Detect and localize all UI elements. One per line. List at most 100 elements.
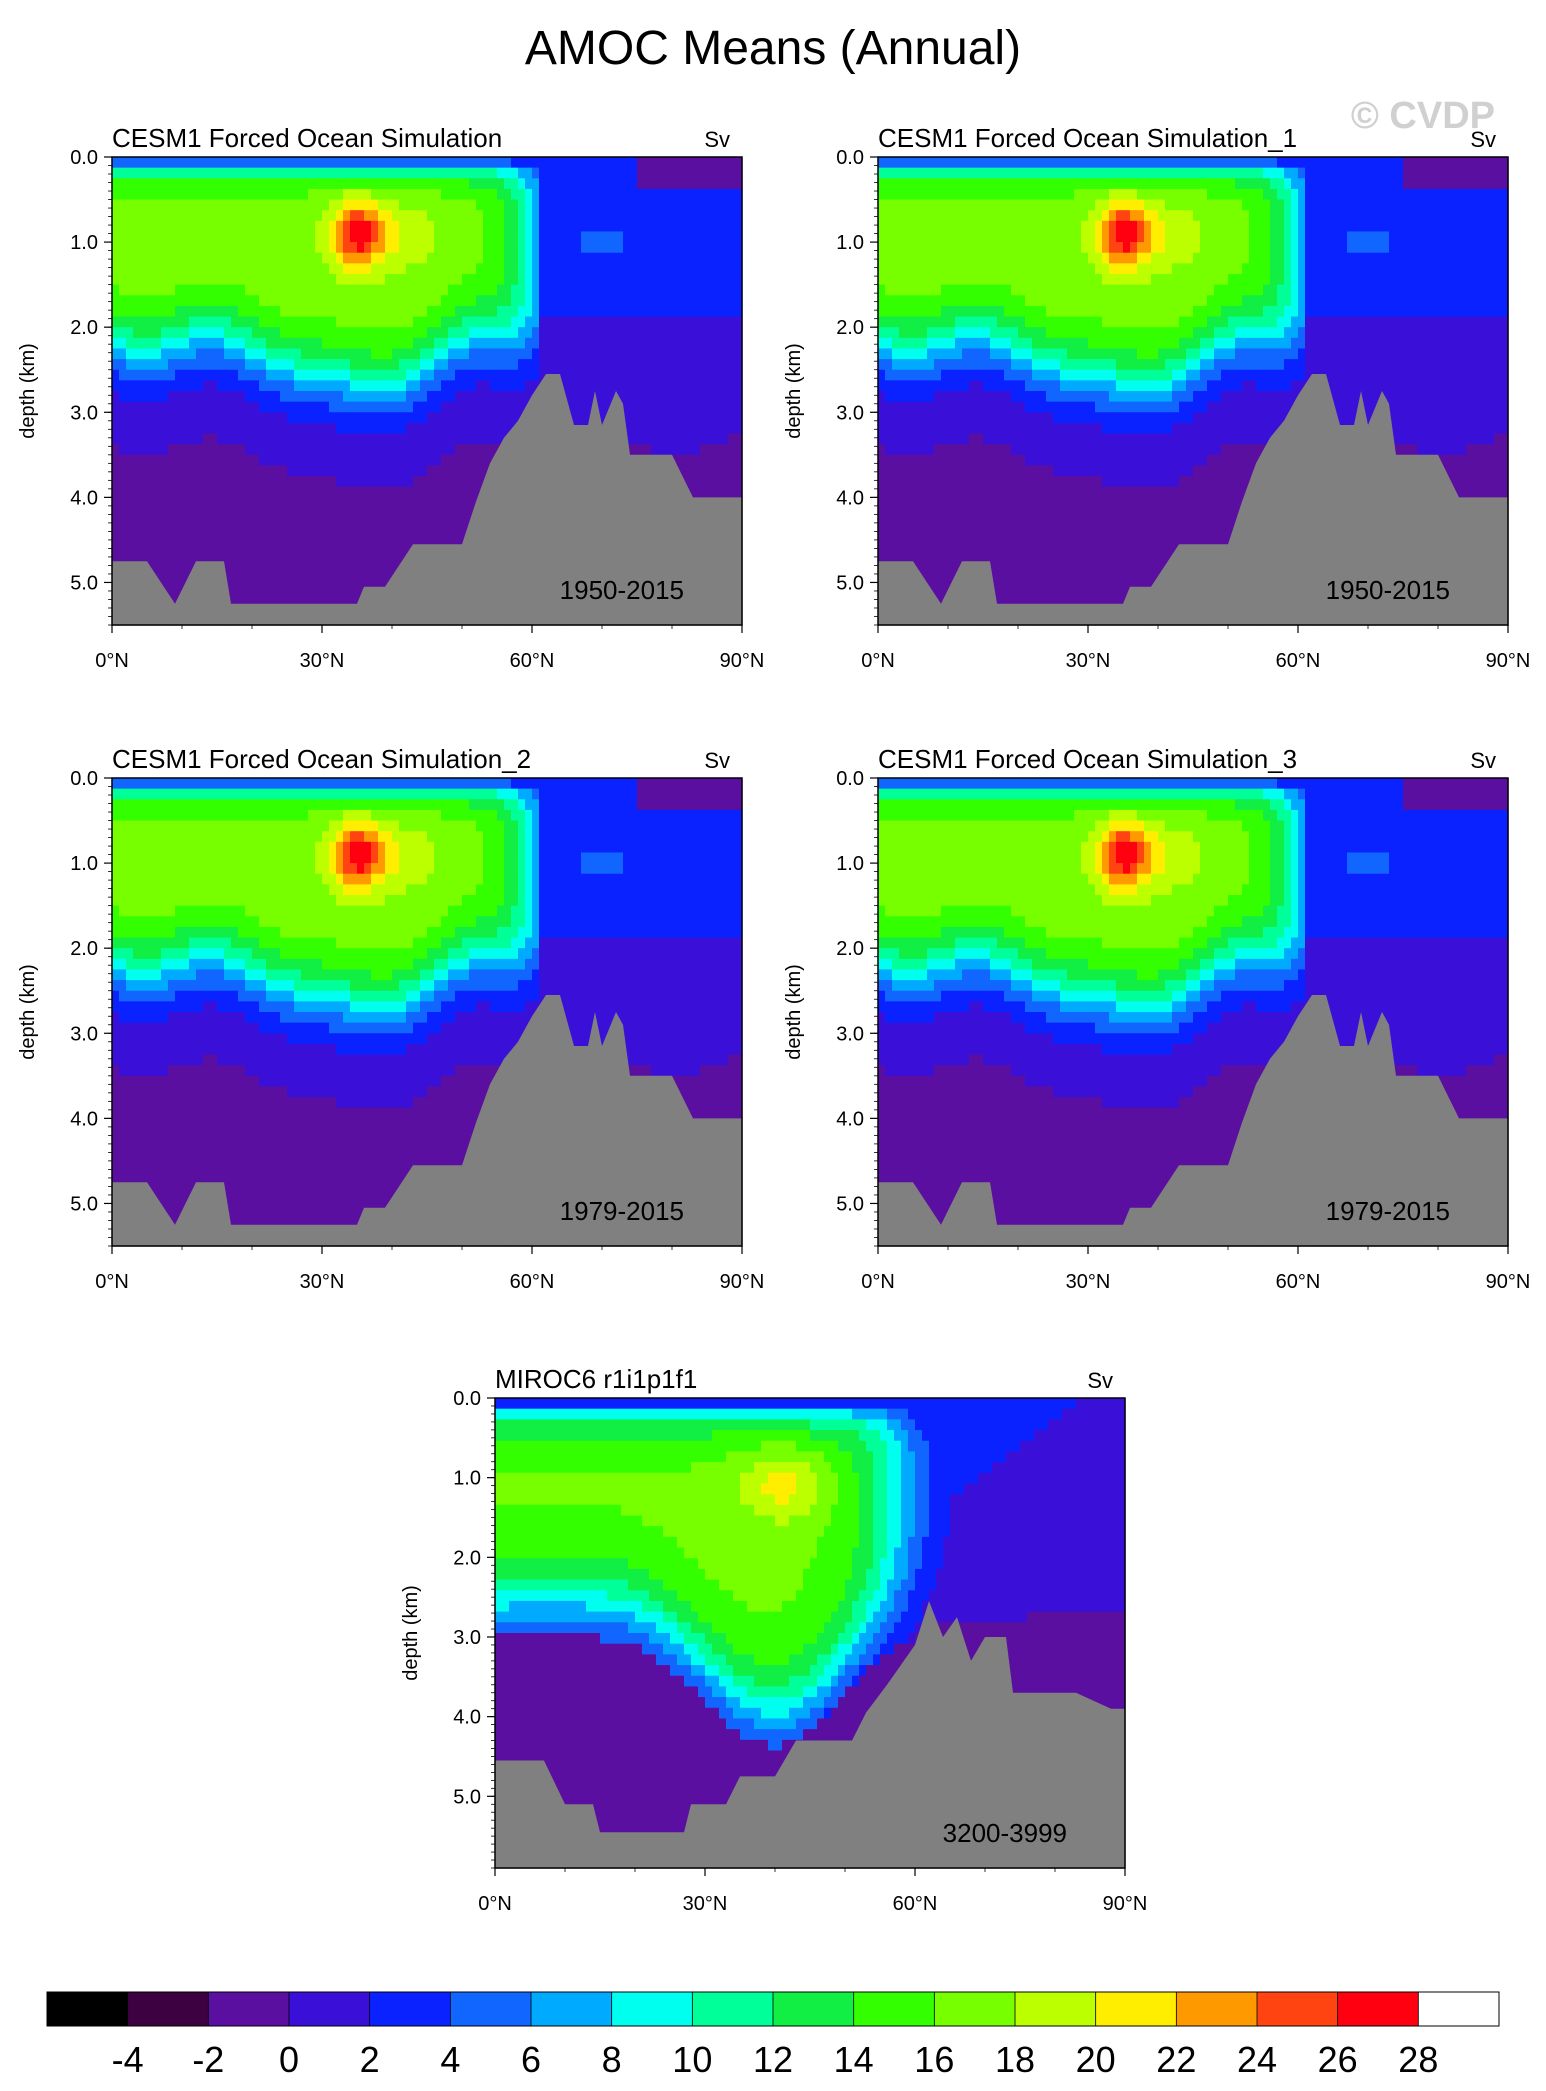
contour-cell	[630, 242, 638, 254]
contour-cell	[238, 454, 246, 467]
contour-cell	[126, 231, 134, 243]
contour-cell	[259, 571, 267, 584]
contour-cell	[707, 422, 715, 435]
contour-cell	[301, 571, 309, 584]
contour-cell	[532, 380, 540, 392]
contour-cell	[343, 476, 351, 488]
contour-cell	[154, 316, 162, 328]
contour-cell	[392, 284, 400, 296]
contour-cell	[273, 539, 281, 552]
contour-cell	[112, 199, 120, 211]
contour-cell	[336, 412, 344, 424]
contour-cell	[644, 263, 652, 275]
contour-cell	[196, 220, 204, 233]
contour-cell	[511, 242, 519, 254]
contour-cell	[1018, 401, 1026, 413]
contour-cell	[217, 274, 225, 286]
contour-cell	[707, 274, 715, 286]
contour-cell	[399, 539, 407, 552]
contour-cell	[175, 369, 183, 381]
contour-cell	[140, 433, 148, 445]
contour-cell	[948, 497, 956, 509]
contour-cell	[126, 242, 134, 254]
contour-cell	[948, 263, 956, 275]
contour-cell	[567, 359, 575, 371]
contour-cell	[294, 529, 302, 541]
contour-cell	[997, 550, 1005, 562]
contour-cell	[287, 231, 295, 243]
contour-cell	[637, 199, 645, 211]
contour-cell	[175, 465, 183, 477]
contour-cell	[343, 199, 351, 211]
contour-cell	[126, 274, 134, 286]
contour-cell	[546, 316, 554, 328]
contour-cell	[427, 454, 435, 467]
contour-cell	[357, 571, 365, 584]
contour-cell	[343, 412, 351, 424]
contour-cell	[399, 252, 407, 264]
contour-cell	[119, 284, 127, 296]
contour-cell	[182, 178, 190, 190]
contour-cell	[413, 359, 421, 371]
contour-cell	[147, 422, 155, 435]
contour-cell	[679, 465, 687, 477]
contour-cell	[161, 529, 169, 541]
contour-cell	[497, 199, 505, 211]
contour-cell	[245, 348, 253, 360]
contour-cell	[927, 465, 935, 477]
contour-cell	[224, 295, 232, 307]
contour-cell	[948, 359, 956, 371]
contour-cell	[934, 188, 942, 201]
contour-cell	[637, 380, 645, 392]
contour-cell	[962, 391, 970, 403]
contour-cell	[210, 327, 218, 339]
contour-cell	[878, 178, 886, 190]
contour-cell	[427, 369, 435, 381]
contour-cell	[182, 274, 190, 286]
contour-cell	[983, 444, 991, 456]
contour-cell	[553, 220, 561, 233]
contour-cell	[962, 348, 970, 360]
contour-cell	[644, 242, 652, 254]
contour-cell	[878, 550, 886, 562]
contour-cell	[399, 476, 407, 488]
contour-cell	[448, 497, 456, 509]
contour-cell	[602, 284, 610, 296]
contour-cell	[735, 220, 743, 233]
contour-cell	[259, 508, 267, 520]
contour-cell	[231, 582, 239, 594]
contour-cell	[168, 359, 176, 371]
contour-cell	[455, 476, 463, 488]
contour-cell	[434, 412, 442, 424]
contour-cell	[878, 422, 886, 435]
contour-cell	[329, 571, 337, 584]
contour-cell	[983, 508, 991, 520]
contour-cell	[280, 476, 288, 488]
contour-cell	[448, 337, 456, 350]
contour-cell	[266, 316, 274, 328]
contour-cell	[273, 231, 281, 243]
contour-cell	[476, 263, 484, 275]
contour-cell	[189, 242, 197, 254]
contour-cell	[644, 369, 652, 381]
contour-cell	[119, 412, 127, 424]
contour-cell	[990, 274, 998, 286]
contour-cell	[161, 188, 169, 201]
contour-cell	[955, 508, 963, 520]
contour-cell	[665, 401, 673, 413]
contour-cell	[322, 465, 330, 477]
contour-cell	[990, 369, 998, 381]
contour-cell	[231, 231, 239, 243]
contour-cell	[280, 284, 288, 296]
contour-cell	[357, 529, 365, 541]
contour-cell	[441, 188, 449, 201]
contour-cell	[955, 157, 963, 169]
contour-cell	[934, 220, 942, 233]
contour-cell	[364, 167, 372, 179]
contour-cell	[189, 550, 197, 562]
contour-cell	[343, 369, 351, 381]
contour-cell	[490, 316, 498, 328]
contour-cell	[637, 157, 645, 169]
contour-cell	[399, 327, 407, 339]
contour-cell	[997, 263, 1005, 275]
